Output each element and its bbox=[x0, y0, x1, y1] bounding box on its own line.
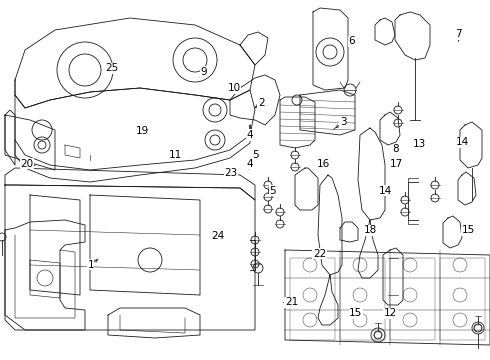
Text: 7: 7 bbox=[455, 29, 462, 39]
Text: 14: 14 bbox=[456, 137, 469, 147]
Text: 22: 22 bbox=[313, 249, 326, 259]
Text: 16: 16 bbox=[317, 159, 330, 169]
Text: 6: 6 bbox=[348, 36, 355, 46]
Bar bbox=[340, 258, 385, 340]
Text: 4: 4 bbox=[246, 130, 253, 140]
Text: 2: 2 bbox=[258, 98, 265, 108]
Text: 15: 15 bbox=[349, 308, 363, 318]
Text: 17: 17 bbox=[390, 159, 404, 169]
Bar bbox=[440, 258, 485, 340]
Bar bbox=[290, 258, 335, 340]
Text: 4: 4 bbox=[246, 159, 253, 169]
Text: 5: 5 bbox=[269, 186, 276, 196]
Text: 1: 1 bbox=[87, 260, 94, 270]
Text: 5: 5 bbox=[252, 150, 259, 160]
Text: 13: 13 bbox=[412, 139, 426, 149]
Text: 3: 3 bbox=[340, 117, 346, 127]
Text: 19: 19 bbox=[135, 126, 149, 136]
Text: 21: 21 bbox=[285, 297, 298, 307]
Text: 12: 12 bbox=[384, 308, 397, 318]
Text: 24: 24 bbox=[211, 231, 225, 241]
Bar bbox=[390, 258, 435, 340]
Text: 15: 15 bbox=[461, 225, 475, 235]
Text: 25: 25 bbox=[105, 63, 119, 73]
Text: 14: 14 bbox=[379, 186, 392, 196]
Text: 9: 9 bbox=[200, 67, 207, 77]
Text: 11: 11 bbox=[169, 150, 182, 160]
Text: 20: 20 bbox=[21, 159, 33, 169]
Text: 23: 23 bbox=[224, 168, 238, 178]
Text: 10: 10 bbox=[228, 83, 241, 93]
Text: 18: 18 bbox=[364, 225, 378, 235]
Text: 8: 8 bbox=[392, 144, 399, 154]
